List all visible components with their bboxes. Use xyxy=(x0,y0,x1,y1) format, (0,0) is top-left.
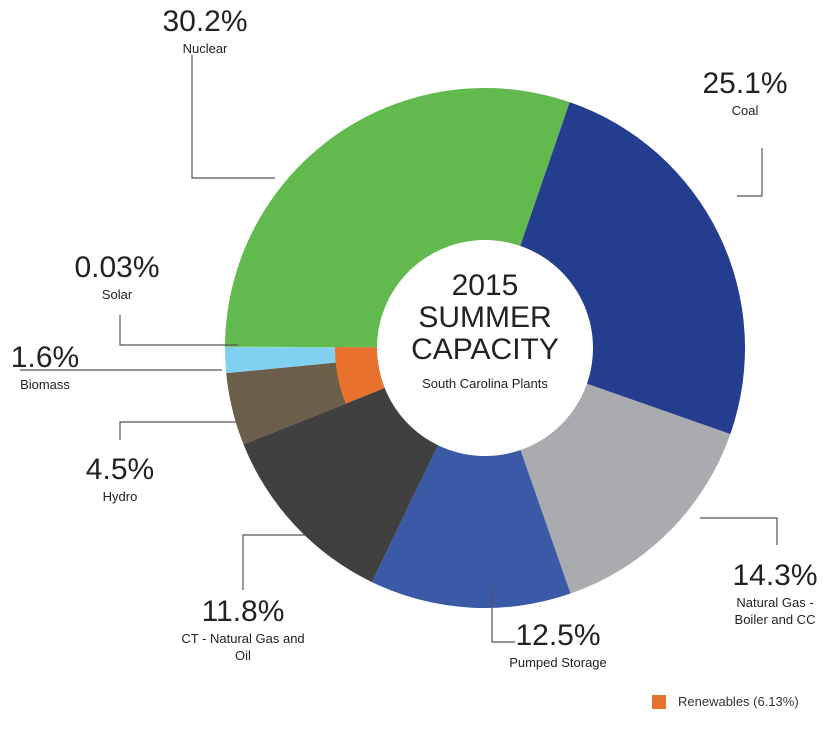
center-subtitle: South Carolina Plants xyxy=(422,376,548,391)
category-label: Natural Gas - Boiler and CC xyxy=(734,595,816,627)
value-label: 14.3% xyxy=(732,559,818,592)
leader-line xyxy=(737,148,763,197)
category-label: Hydro xyxy=(102,489,138,504)
donut-slice xyxy=(243,388,439,583)
category-label: CT - Natural Gas and Oil xyxy=(181,631,305,663)
center-title: 2015 SUMMER CAPACITY xyxy=(411,269,559,366)
donut-slice xyxy=(371,445,571,608)
donut-slice xyxy=(520,383,731,594)
value-label: 1.6% xyxy=(10,341,80,374)
category-label: Biomass xyxy=(20,377,70,392)
leader-line xyxy=(491,585,515,643)
leader-line xyxy=(119,421,237,440)
leader-line xyxy=(700,517,778,545)
legend-label: Renewables (6.13%) xyxy=(678,694,799,709)
renewables-band xyxy=(335,347,385,404)
leader-line xyxy=(119,315,238,346)
category-label: Solar xyxy=(101,287,133,302)
donut-slice xyxy=(225,87,570,348)
value-label: 12.5% xyxy=(515,619,601,652)
value-label: 4.5% xyxy=(85,453,155,486)
value-label: 11.8% xyxy=(201,595,285,628)
leader-line xyxy=(191,55,275,179)
legend-swatch xyxy=(652,694,666,709)
category-label: Nuclear xyxy=(182,41,228,56)
category-label: Coal xyxy=(731,103,759,118)
donut-slice xyxy=(520,102,745,435)
value-label: 25.1% xyxy=(702,67,788,100)
leader-line xyxy=(242,534,305,590)
value-label: 30.2% xyxy=(162,5,248,38)
legend: Renewables (6.13%) xyxy=(652,694,799,709)
category-label: Pumped Storage xyxy=(509,655,607,670)
value-label: 0.03% xyxy=(74,251,160,284)
